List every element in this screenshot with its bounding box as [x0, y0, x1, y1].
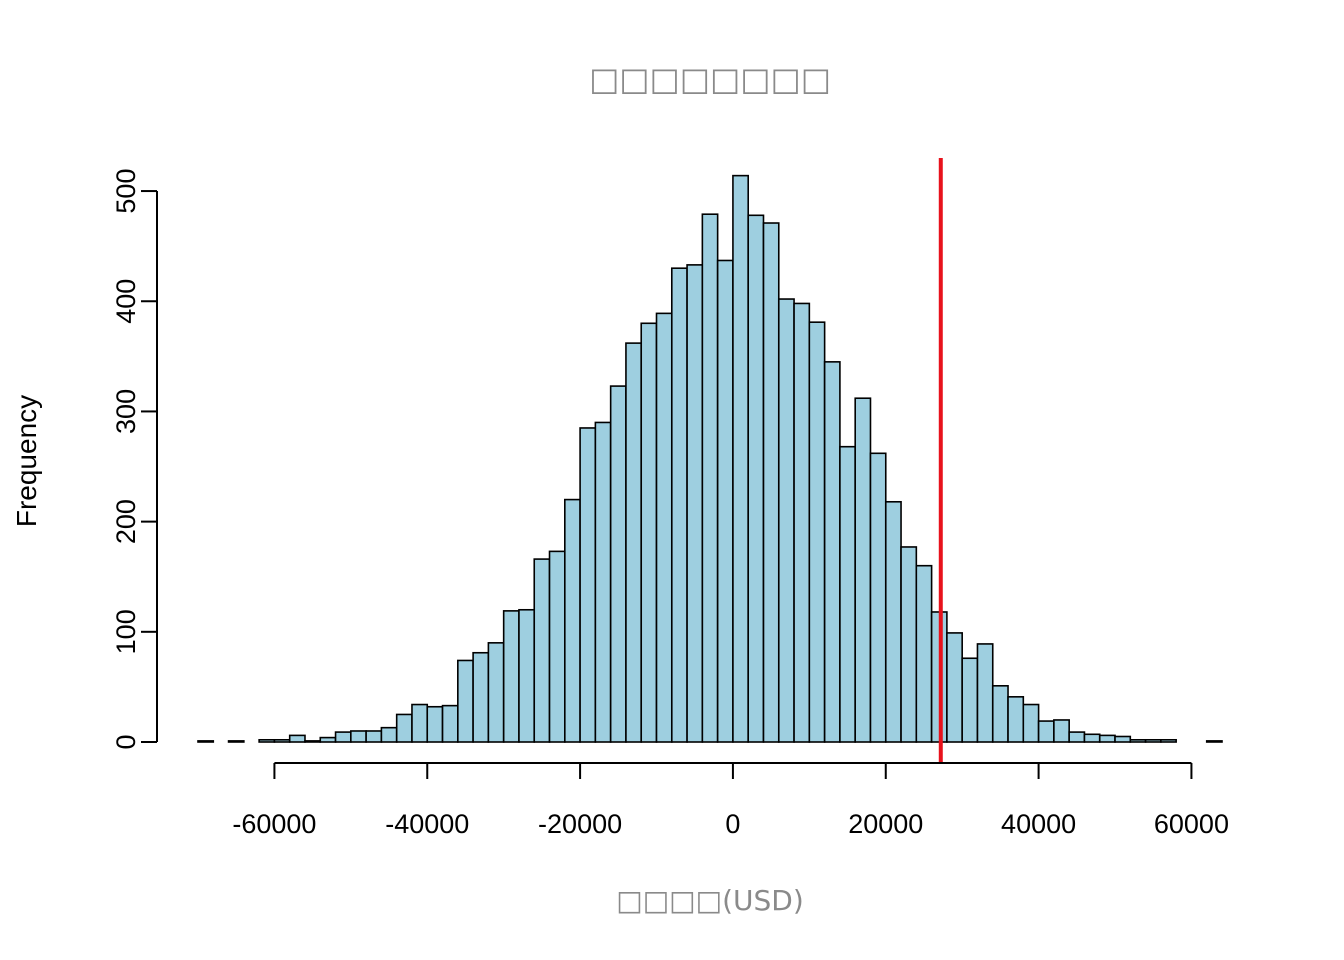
histogram-bar — [1007, 696, 1025, 743]
histogram-bar — [1098, 734, 1116, 743]
y-tick-label: 500 — [111, 169, 141, 214]
histogram-bar — [1160, 738, 1177, 743]
histogram-bar — [854, 397, 872, 743]
histogram-bar — [732, 174, 750, 743]
x-axis: -60000 -40000 -20000 0 20000 40000 60000 — [232, 762, 1229, 839]
histogram-bar — [1053, 719, 1070, 743]
x-tick-label: 40000 — [1001, 809, 1076, 839]
histogram-bar — [487, 642, 505, 743]
x-tick-label: 60000 — [1154, 809, 1229, 839]
x-tick-label: -20000 — [538, 809, 622, 839]
histogram-bar — [701, 213, 719, 743]
histogram-bar — [548, 550, 566, 743]
histogram-bar — [640, 322, 658, 743]
histogram-bar — [1068, 731, 1086, 743]
histogram-bar — [946, 632, 963, 743]
histogram-bar — [762, 222, 780, 743]
y-tick-label: 400 — [111, 279, 141, 324]
y-axis: 0 100 200 300 400 500 — [111, 169, 158, 750]
histogram-bar — [197, 740, 215, 743]
x-axis-label: □□□□(USD) — [616, 884, 804, 917]
y-axis-label: Frequency — [11, 395, 42, 527]
chart-title: □□□□□□□□ — [589, 60, 831, 98]
histogram-bar — [777, 298, 795, 743]
histogram-bar — [716, 259, 734, 743]
histogram-bar — [1022, 703, 1040, 743]
histogram-bar — [976, 643, 994, 743]
histogram-bar — [1205, 740, 1223, 743]
histogram-bar — [808, 321, 826, 743]
x-tick-label: 20000 — [848, 809, 923, 839]
histogram-bar — [395, 713, 413, 743]
histogram-bar — [900, 546, 918, 743]
histogram-bar — [869, 452, 887, 743]
histogram-bar — [823, 361, 841, 743]
histogram-bar — [273, 738, 291, 743]
histogram-bar — [609, 385, 627, 743]
histogram-bar — [579, 427, 597, 743]
histogram-bar — [457, 659, 474, 743]
y-tick-label: 0 — [111, 734, 141, 749]
y-tick-label: 100 — [111, 609, 141, 654]
histogram-bar — [258, 738, 276, 743]
histogram-bar — [991, 685, 1009, 743]
y-tick-label: 300 — [111, 389, 141, 434]
histogram-bar — [839, 445, 856, 743]
histogram-bar — [670, 267, 688, 743]
histogram-bar — [365, 730, 383, 743]
histogram-bar — [1037, 720, 1055, 743]
histogram-bar — [502, 610, 520, 743]
histogram-bar — [1144, 738, 1162, 743]
histogram-bar — [594, 421, 612, 743]
histogram-bar — [288, 734, 306, 743]
histogram-bar — [915, 564, 933, 743]
histogram-bar — [1114, 735, 1132, 743]
histogram-bar — [1083, 733, 1101, 743]
histogram-bar — [350, 730, 367, 743]
histogram-bar — [380, 726, 398, 743]
histogram-bars — [197, 174, 1223, 743]
x-tick-label: 0 — [725, 809, 740, 839]
histogram-bar — [884, 500, 902, 743]
histogram-bar — [533, 558, 551, 743]
histogram-bar — [518, 608, 536, 743]
histogram-bar — [441, 704, 459, 743]
histogram-bar — [686, 264, 704, 743]
histogram-bar — [625, 342, 643, 743]
histogram-bar — [655, 312, 673, 743]
histogram-bar — [304, 740, 322, 743]
histogram-bar — [227, 740, 245, 743]
x-tick-label: -40000 — [385, 809, 469, 839]
histogram-bar — [411, 703, 429, 743]
histogram-bar — [472, 651, 490, 743]
histogram-bar — [1129, 738, 1147, 743]
x-tick-label: -60000 — [232, 809, 316, 839]
y-tick-label: 200 — [111, 499, 141, 544]
histogram-bar — [319, 736, 337, 743]
histogram-bar — [961, 657, 979, 743]
histogram-bar — [426, 705, 444, 743]
histogram-bar — [747, 214, 765, 743]
histogram-bar — [793, 302, 811, 743]
histogram-bar — [564, 498, 581, 743]
histogram-bar — [334, 731, 352, 743]
